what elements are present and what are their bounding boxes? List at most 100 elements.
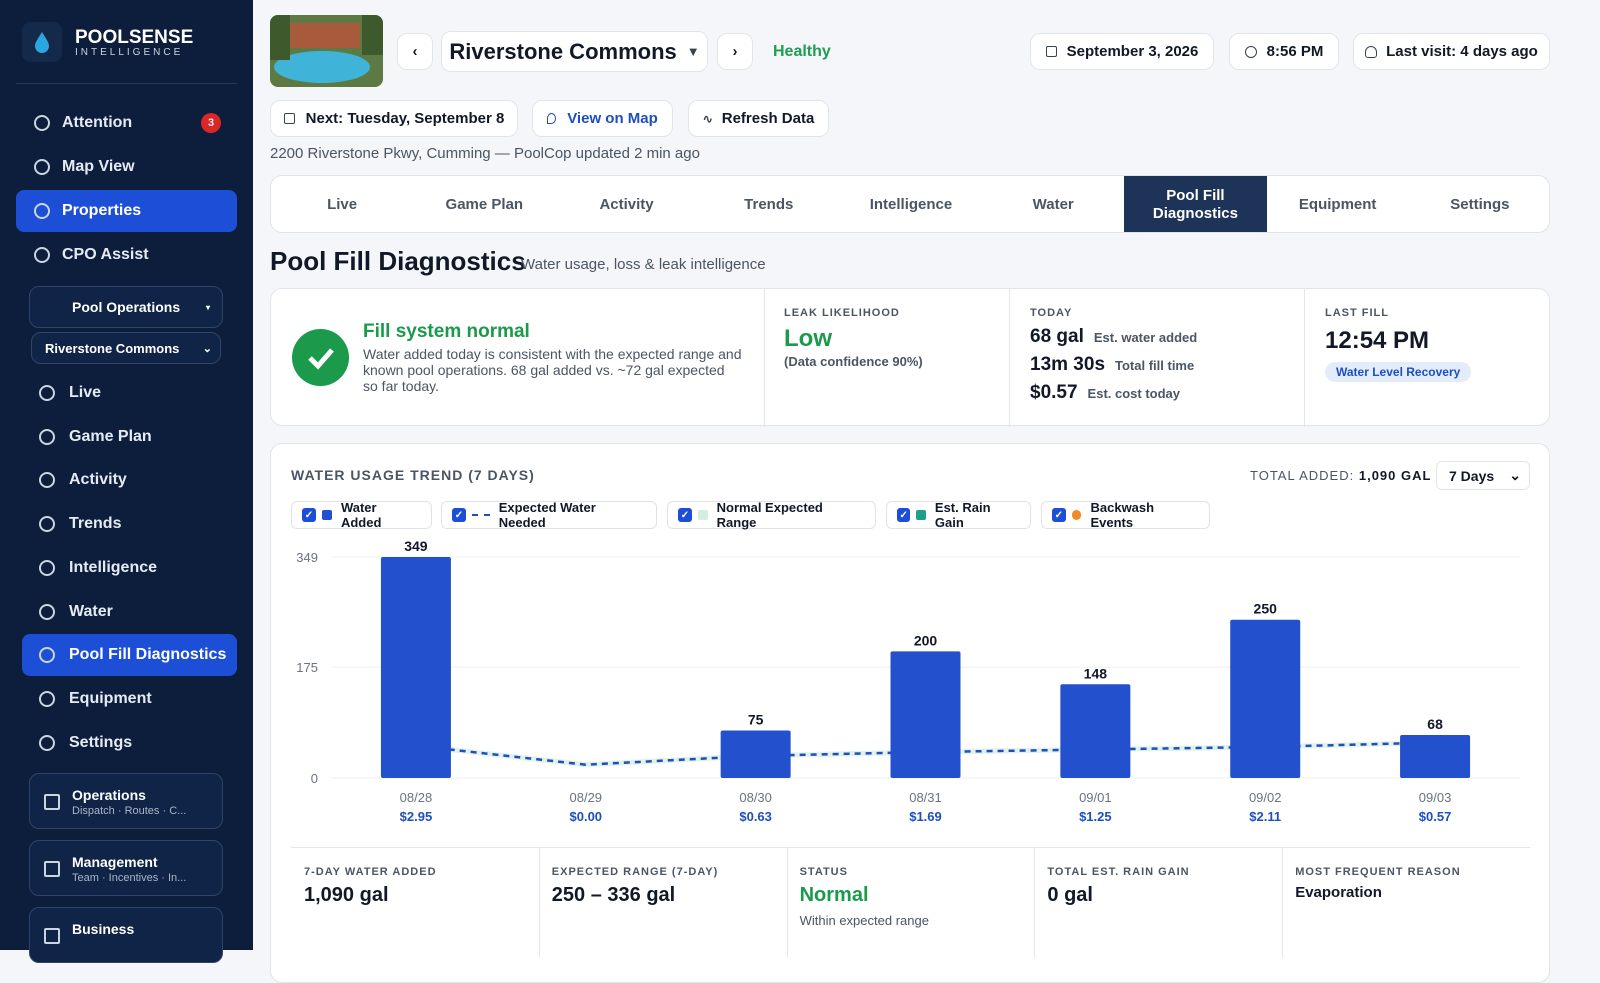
logo <box>22 22 62 62</box>
sub-nav-item[interactable]: Pool Fill Diagnostics <box>22 634 237 677</box>
legend-label: Water Added <box>340 500 382 530</box>
tab[interactable]: Equipment <box>1298 196 1377 213</box>
pool-operations[interactable]: Pool Operations ▾ <box>29 286 223 328</box>
x-tick-label: 09/03 <box>1419 790 1452 805</box>
nav-icon <box>39 516 55 533</box>
tab[interactable]: Settings <box>1450 196 1510 213</box>
stat-note: Within expected range <box>799 913 929 928</box>
nav-label: Activity <box>69 471 127 489</box>
nav-group[interactable]: Management Team · Incentives · In... <box>29 840 223 896</box>
nav-icon <box>39 385 55 401</box>
time: 8:56 PM <box>1229 33 1339 70</box>
checkbox: ✓ <box>452 508 466 522</box>
status-title: Fill system normal <box>363 321 530 342</box>
group-title: Operations <box>72 787 146 803</box>
property-dropdown[interactable]: Riverstone Commons ▼ <box>441 31 708 72</box>
nav-group[interactable]: Business <box>29 907 223 963</box>
tab[interactable]: Game Plan <box>445 196 524 213</box>
label: Refresh Data <box>721 110 815 127</box>
y-tick-label: 0 <box>311 771 318 786</box>
status-text: Water added today is consistent with the… <box>363 346 742 394</box>
prev-button[interactable]: ‹ <box>397 33 433 70</box>
sub-nav-item[interactable]: Trends <box>22 503 237 545</box>
sub-nav-item[interactable]: Water <box>22 591 237 633</box>
nav-icon <box>34 159 50 175</box>
cost-label: $1.69 <box>909 809 942 824</box>
nav-group[interactable]: Operations Dispatch · Routes · C... <box>29 773 223 829</box>
sub-nav-item[interactable]: Game Plan <box>22 416 237 458</box>
tab[interactable]: Live <box>327 196 358 213</box>
group-subtitle: Team · Incentives · In... <box>72 872 187 884</box>
stat-label: MOST FREQUENT REASON <box>1295 866 1461 878</box>
nav-item[interactable]: Properties <box>16 190 237 232</box>
nav-label: Intelligence <box>69 558 158 576</box>
next-button[interactable]: › <box>717 33 753 70</box>
legend-item[interactable]: ✓ Backwash Events <box>1041 500 1210 530</box>
sub-nav-item[interactable]: Intelligence <box>22 547 237 589</box>
page-title: Pool Fill Diagnostics <box>270 246 526 276</box>
cost-label: $0.63 <box>739 809 772 824</box>
sub-nav-item[interactable]: Settings <box>22 722 237 764</box>
label: 7 Days <box>1449 467 1495 484</box>
value-label: 75 <box>748 712 764 728</box>
value-label: 200 <box>914 632 938 648</box>
legend-label: Backwash Events <box>1090 500 1155 530</box>
nav-label: Pool Fill Diagnostics <box>69 646 227 664</box>
sub-nav-item[interactable]: Live <box>22 372 237 414</box>
sub-nav-item[interactable]: Activity <box>22 459 237 501</box>
range-select[interactable]: 7 Days ⌄ <box>1436 461 1530 490</box>
tab[interactable]: Pool Fill Diagnostics <box>1124 176 1267 232</box>
tabs: Live Game Plan Activity Trends Intelligence W… <box>270 175 1550 233</box>
nav-label: Game Plan <box>69 427 152 445</box>
last-fill-tag: Water Level Recovery <box>1325 362 1472 382</box>
nav-icon <box>39 647 55 664</box>
x-tick-label: 08/30 <box>739 790 772 805</box>
leak-value: Low <box>784 325 832 352</box>
y-tick-label: 349 <box>296 550 318 565</box>
legend-item[interactable]: ✓ Expected Water Needed <box>441 500 657 530</box>
stat-value: 1,090 gal <box>304 884 389 906</box>
tab[interactable]: Activity <box>599 196 654 213</box>
group-title: Business <box>72 921 135 937</box>
legend-item[interactable]: ✓ Normal Expected Range <box>667 500 876 530</box>
tab[interactable]: Trends <box>744 196 794 213</box>
value-label: 349 <box>404 538 428 554</box>
nav-icon <box>39 472 55 489</box>
group-icon <box>44 928 60 944</box>
bar <box>1060 684 1131 778</box>
x-tick-label: 09/01 <box>1079 790 1112 805</box>
bar <box>380 557 451 778</box>
refresh-button[interactable]: ∿ Refresh Data <box>688 100 829 137</box>
legend-swatch <box>697 510 708 520</box>
property-select[interactable]: Riverstone Commons ⌄ <box>31 332 221 364</box>
legend-item[interactable]: ✓ Water Added <box>291 500 432 530</box>
last-visit: Last visit: 4 days ago <box>1353 33 1550 70</box>
nav-label: Trends <box>69 515 122 533</box>
legend-item[interactable]: ✓ Est. Rain Gain <box>886 500 1031 530</box>
today-row: 13m 30s Total fill time <box>1030 354 1194 376</box>
stat-divider <box>538 848 540 958</box>
group-icon <box>44 794 60 810</box>
stat-divider <box>1282 848 1284 958</box>
group-subtitle: Dispatch · Routes · C... <box>72 805 187 817</box>
checkbox: ✓ <box>302 508 316 522</box>
today-value: $0.57 <box>1030 382 1078 403</box>
tagline: INTELLIGENCE <box>75 47 184 58</box>
nav-item[interactable]: Attention 3 <box>16 102 237 144</box>
bar <box>720 730 791 778</box>
today-label: Est. cost today <box>1087 386 1181 401</box>
next-visit-button[interactable]: Next: Tuesday, September 8 <box>270 100 518 137</box>
bar <box>890 651 961 778</box>
tab[interactable]: Water <box>1032 196 1074 213</box>
last-fill-label: LAST FILL <box>1325 307 1389 319</box>
tab[interactable]: Intelligence <box>869 196 953 213</box>
checkbox: ✓ <box>1052 508 1066 522</box>
label: Riverstone Commons <box>45 340 180 356</box>
nav-label: Attention <box>62 114 133 131</box>
nav-item[interactable]: Map View <box>16 146 237 188</box>
label: View on Map <box>567 110 658 127</box>
view-map-button[interactable]: View on Map <box>532 100 673 137</box>
sub-nav-item[interactable]: Equipment <box>22 678 237 720</box>
checkbox: ✓ <box>897 508 911 522</box>
nav-item[interactable]: CPO Assist <box>16 234 237 276</box>
